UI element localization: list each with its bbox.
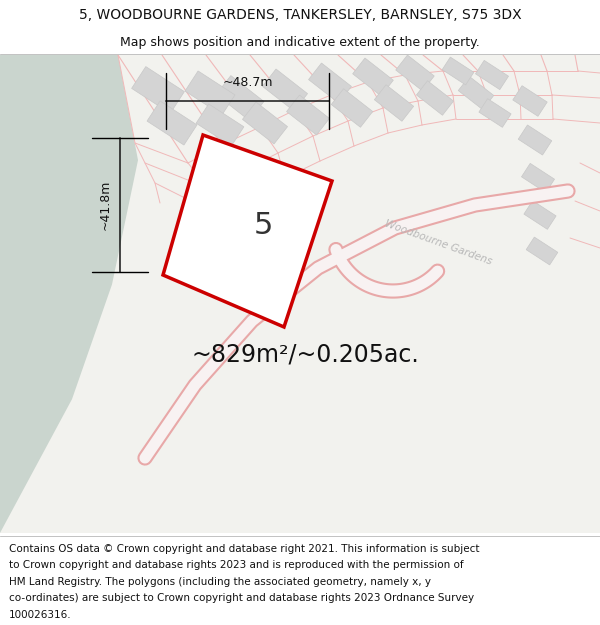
Polygon shape: [524, 201, 556, 229]
Polygon shape: [163, 135, 332, 327]
Text: ~829m²/~0.205ac.: ~829m²/~0.205ac.: [192, 343, 420, 367]
Polygon shape: [353, 58, 394, 96]
Text: co-ordinates) are subject to Crown copyright and database rights 2023 Ordnance S: co-ordinates) are subject to Crown copyr…: [9, 593, 474, 603]
Polygon shape: [196, 104, 244, 146]
Polygon shape: [416, 81, 454, 115]
Polygon shape: [147, 101, 197, 145]
Polygon shape: [0, 55, 600, 533]
Text: Map shows position and indicative extent of the property.: Map shows position and indicative extent…: [120, 36, 480, 49]
Polygon shape: [479, 99, 511, 127]
Text: 5, WOODBOURNE GARDENS, TANKERSLEY, BARNSLEY, S75 3DX: 5, WOODBOURNE GARDENS, TANKERSLEY, BARNS…: [79, 8, 521, 22]
Text: ~41.8m: ~41.8m: [98, 180, 112, 230]
Polygon shape: [185, 71, 235, 115]
Polygon shape: [521, 163, 554, 192]
Text: Woodbourne Gardens: Woodbourne Gardens: [383, 219, 493, 267]
Text: to Crown copyright and database rights 2023 and is reproduced with the permissio: to Crown copyright and database rights 2…: [9, 561, 464, 571]
Polygon shape: [442, 57, 474, 85]
Polygon shape: [526, 237, 558, 265]
Polygon shape: [374, 85, 413, 121]
Polygon shape: [475, 61, 509, 89]
Polygon shape: [131, 67, 184, 113]
Polygon shape: [262, 69, 308, 111]
Text: HM Land Registry. The polygons (including the associated geometry, namely x, y: HM Land Registry. The polygons (includin…: [9, 577, 431, 587]
Polygon shape: [518, 125, 552, 155]
Polygon shape: [0, 55, 138, 533]
Polygon shape: [242, 102, 287, 144]
Text: Contains OS data © Crown copyright and database right 2021. This information is : Contains OS data © Crown copyright and d…: [9, 544, 479, 554]
Polygon shape: [331, 89, 373, 127]
Text: 100026316.: 100026316.: [9, 609, 71, 619]
Polygon shape: [458, 76, 494, 109]
Polygon shape: [308, 63, 352, 103]
Polygon shape: [513, 86, 547, 116]
Polygon shape: [287, 95, 329, 135]
Text: 5: 5: [254, 211, 273, 240]
Text: ~48.7m: ~48.7m: [222, 76, 273, 89]
Polygon shape: [216, 76, 264, 121]
Polygon shape: [396, 55, 434, 91]
